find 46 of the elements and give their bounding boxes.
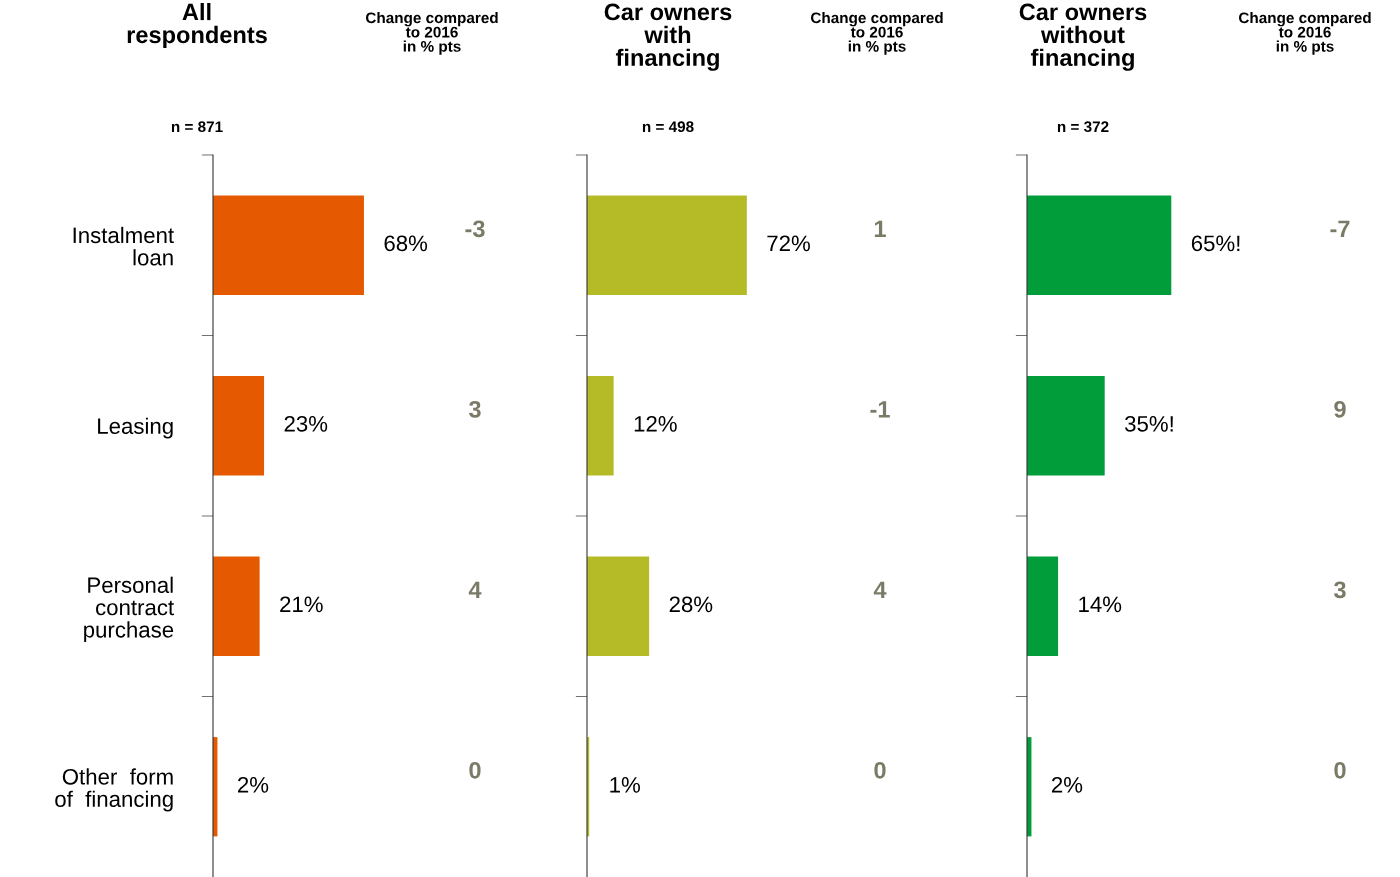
text: 1: [874, 220, 886, 237]
text: 0: [1334, 761, 1346, 779]
text: -7: [1330, 220, 1350, 237]
chart-title: Car owners with financing: [604, 3, 732, 71]
text: 3: [1333, 581, 1346, 599]
chart-subtitle: n = 372: [1057, 121, 1109, 133]
text: Change compared to 2016 in % pts: [365, 12, 498, 55]
chart-subtitle: n = 871: [171, 121, 223, 133]
y-tick-label: Leasing: [98, 417, 173, 439]
y-tick-label: Personal contract purchase: [84, 576, 174, 643]
data-label: 72%: [767, 235, 810, 252]
bar: [213, 556, 260, 656]
data-label: 65%!: [1191, 235, 1240, 252]
data-label: 21%: [280, 596, 323, 613]
data-label: 2%: [1052, 776, 1083, 793]
bar: [1027, 556, 1059, 656]
chart-title: Car owners without financing: [1019, 3, 1147, 71]
text: Change compared to 2016 in % pts: [810, 12, 943, 55]
bar: [1027, 376, 1105, 476]
y-tick-label: Other form of financing: [55, 768, 173, 812]
bar: [213, 195, 364, 295]
data-label: 2%: [238, 776, 269, 793]
bar: [587, 556, 650, 656]
text: 0: [469, 761, 481, 779]
chart-subtitle: n = 498: [642, 121, 694, 133]
text: 9: [1334, 400, 1346, 418]
text: 4: [873, 581, 887, 598]
text: -3: [465, 220, 485, 238]
bar: [587, 376, 614, 476]
data-label: 12%: [634, 415, 677, 432]
data-label: 23%: [284, 415, 328, 432]
text: -1: [870, 401, 890, 418]
text: 4: [468, 581, 482, 598]
y-tick-label: Instalment loan: [73, 226, 174, 266]
bar: [1027, 195, 1172, 295]
bar: [587, 195, 747, 295]
chart-title: All respondents: [127, 3, 267, 48]
data-label: 35%!: [1124, 415, 1173, 432]
data-label: 68%: [384, 235, 428, 252]
text: Change compared to 2016 in % pts: [1238, 12, 1371, 55]
data-label: 1%: [610, 777, 640, 793]
data-label: 28%: [669, 596, 713, 613]
text: 3: [468, 400, 481, 418]
bar: [213, 376, 265, 476]
text: 0: [874, 761, 886, 779]
data-label: 14%: [1079, 596, 1122, 613]
